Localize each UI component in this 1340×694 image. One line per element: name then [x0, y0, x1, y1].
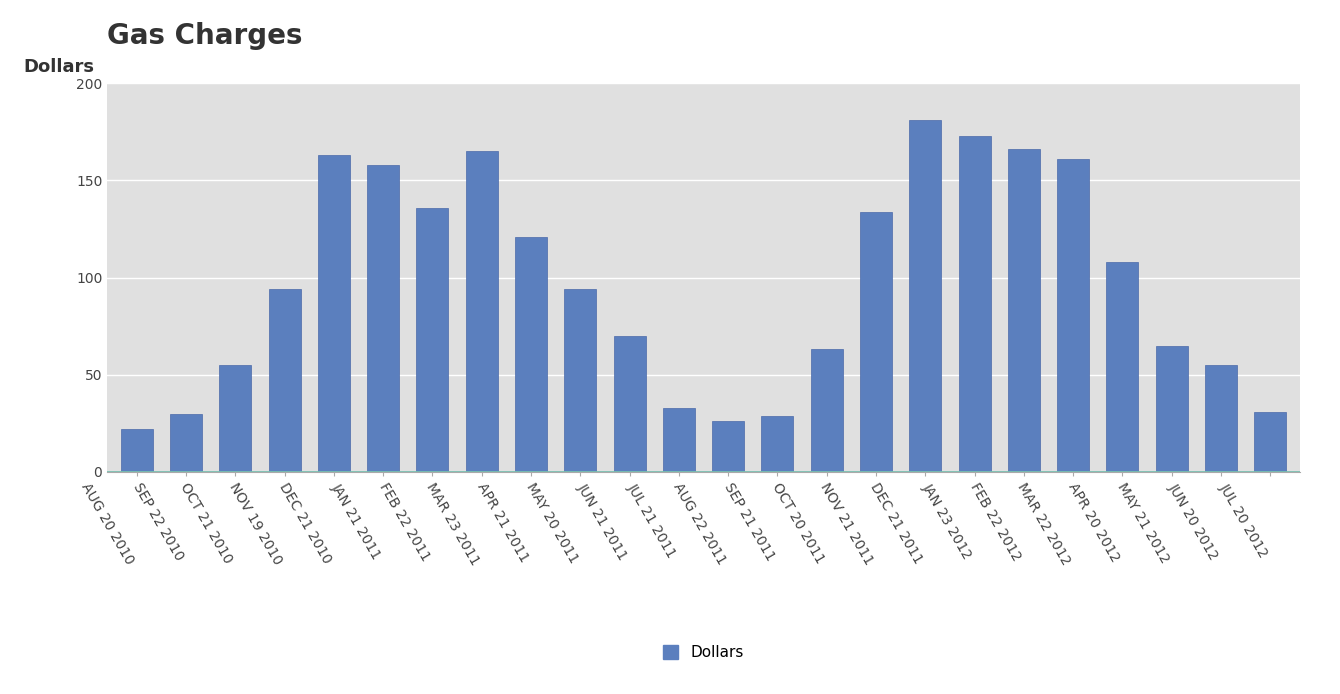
Bar: [1155, 346, 1187, 472]
Bar: [1057, 159, 1089, 472]
Bar: [515, 237, 547, 472]
Bar: [121, 429, 153, 472]
Bar: [466, 151, 497, 472]
Bar: [220, 365, 252, 472]
Bar: [910, 120, 941, 472]
Bar: [417, 208, 449, 472]
Bar: [1254, 412, 1286, 472]
Bar: [318, 155, 350, 472]
Text: Gas Charges: Gas Charges: [107, 22, 303, 51]
Text: Dollars: Dollars: [24, 58, 95, 76]
Bar: [614, 336, 646, 472]
Bar: [1107, 262, 1139, 472]
Bar: [268, 289, 300, 472]
Bar: [1205, 365, 1237, 472]
Bar: [367, 165, 399, 472]
Bar: [761, 416, 793, 472]
Bar: [663, 408, 695, 472]
Bar: [958, 136, 990, 472]
Bar: [811, 350, 843, 472]
Bar: [712, 421, 744, 472]
Legend: Dollars: Dollars: [657, 639, 750, 666]
Bar: [170, 414, 202, 472]
Bar: [564, 289, 596, 472]
Bar: [860, 212, 892, 472]
Bar: [1008, 149, 1040, 472]
